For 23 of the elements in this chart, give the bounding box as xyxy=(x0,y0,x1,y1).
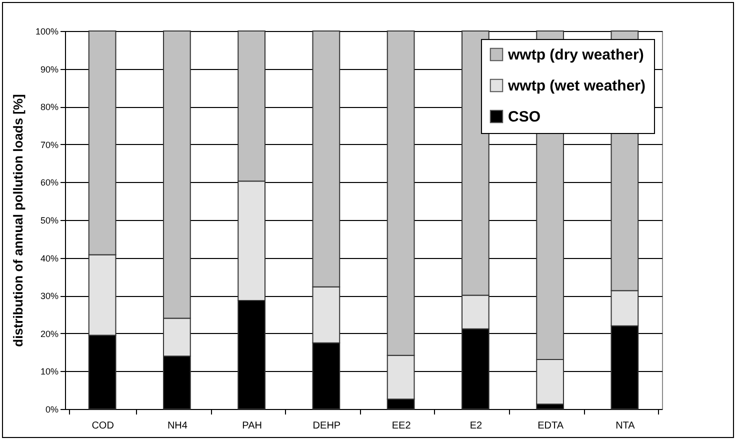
y-tick-label: 20% xyxy=(40,328,58,339)
y-tick-label: 80% xyxy=(40,102,58,112)
y-tick-label: 70% xyxy=(40,140,58,150)
y-tick-label: 10% xyxy=(40,366,58,377)
x-tick-label: EDTA xyxy=(538,420,564,432)
x-tick-label: COD xyxy=(92,420,114,432)
y-tick-label: 30% xyxy=(40,291,58,302)
x-tick-label: EE2 xyxy=(392,420,412,432)
x-tick-label: DEHP xyxy=(312,420,341,432)
y-tick-label: 50% xyxy=(40,216,58,226)
y-tick-label: 90% xyxy=(40,64,58,74)
x-tick-label: NH4 xyxy=(167,420,188,432)
y-tick-label: 0% xyxy=(45,404,58,414)
legend-label: wwtp (wet weather) xyxy=(507,78,646,94)
x-tick-label: E2 xyxy=(470,420,482,432)
x-tick-label: NTA xyxy=(616,420,636,432)
legend-label: wwtp (dry weather) xyxy=(507,46,644,64)
y-tick-label: 40% xyxy=(40,253,58,264)
x-tick-label: PAH xyxy=(242,420,262,432)
y-tick-label: 60% xyxy=(40,178,58,188)
y-axis-title: distribution of annual pollution loads [%] xyxy=(10,94,26,347)
y-tick-label: 100% xyxy=(35,26,58,36)
legend-label: CSO xyxy=(508,108,541,126)
